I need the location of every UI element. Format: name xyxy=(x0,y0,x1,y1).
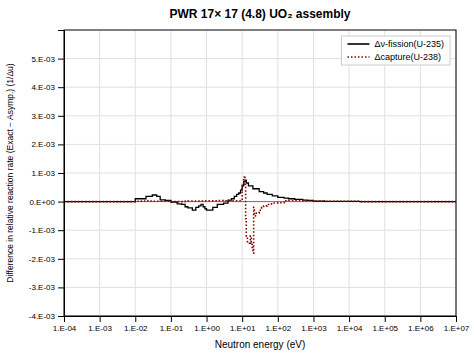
tick-mark xyxy=(58,287,64,288)
tick-label: 2.E-03 xyxy=(31,140,55,149)
tick-label: 1.E+06 xyxy=(408,324,434,333)
legend-entry: Δν-fission(U-235) xyxy=(347,39,444,49)
tick: 5.E-03 xyxy=(31,55,64,64)
tick: 1.E+04 xyxy=(337,316,363,333)
tick: 2.E-03 xyxy=(31,140,64,149)
tick: -1.E-03 xyxy=(29,226,64,235)
chart-title: PWR 17× 17 (4.8) UO₂ assembly xyxy=(169,7,350,21)
tick-label: 3.E-03 xyxy=(31,112,55,121)
tick: 1.E+02 xyxy=(266,316,292,333)
grid-line-y xyxy=(64,230,456,231)
tick: 1.E+01 xyxy=(230,316,256,333)
tick-mark xyxy=(58,259,64,260)
tick: 1.E-03 xyxy=(31,169,64,178)
tick: 1.E-02 xyxy=(124,316,148,333)
tick-label: 0.E+00 xyxy=(29,198,55,207)
tick-label: 1.E+07 xyxy=(444,324,470,333)
tick: 1.E+00 xyxy=(194,316,220,333)
tick: 3.E-03 xyxy=(31,112,64,121)
plot-frame xyxy=(64,30,456,316)
grid-line-y xyxy=(64,258,456,259)
tick-label: 1.E-03 xyxy=(88,324,112,333)
tick-label: -3.E-03 xyxy=(29,283,56,292)
tick-label: -1.E-03 xyxy=(29,226,56,235)
grid-line-y xyxy=(64,115,456,116)
tick: 1.E+03 xyxy=(301,316,327,333)
tick-label: 1.E+00 xyxy=(194,324,220,333)
tick-mark xyxy=(207,316,208,322)
tick-mark xyxy=(58,316,64,317)
tick-mark xyxy=(58,59,64,60)
tick-mark xyxy=(58,230,64,231)
y-axis: -4.E-03 -3.E-03 -2.E-03 -1.E-03 0.E+00 1.E-03… xyxy=(29,31,65,322)
tick: -2.E-03 xyxy=(29,255,64,264)
legend-swatch xyxy=(347,56,369,58)
plot-area: 1.E-04 1.E-03 1.E-02 1.E-01 1.E+00 1.E+01 1.E+… xyxy=(5,30,470,350)
tick-mark xyxy=(242,316,243,322)
tick-label: 1.E-01 xyxy=(160,324,184,333)
tick-mark xyxy=(420,316,421,322)
tick: 1.E+06 xyxy=(408,316,434,333)
legend-label: Δν-fission(U-235) xyxy=(374,39,444,49)
tick-label: 1.E-02 xyxy=(124,324,148,333)
y-axis-title: Difference in relative reaction rate (Ex… xyxy=(5,63,15,282)
series-line xyxy=(64,176,456,253)
tick: 1.E-01 xyxy=(160,316,184,333)
tick: -4.E-03 xyxy=(29,312,64,321)
tick-label: 1.E+02 xyxy=(266,324,292,333)
tick-label: 1.E+05 xyxy=(372,324,398,333)
tick-mark xyxy=(349,316,350,322)
tick-label: 1.E+04 xyxy=(337,324,363,333)
tick: 0.E+00 xyxy=(29,198,64,207)
chart-svg: 1.E-04 1.E-03 1.E-02 1.E-01 1.E+00 1.E+01 1.E+… xyxy=(0,0,474,354)
tick-label: 1.E-04 xyxy=(53,324,77,333)
grid-line-y xyxy=(64,87,456,88)
tick-mark xyxy=(135,316,136,322)
legend: Δν-fission(U-235) Δcapture(U-238) xyxy=(341,36,450,65)
legend-swatch xyxy=(347,43,369,45)
series-line xyxy=(64,180,456,210)
tick: 1.E-04 xyxy=(53,316,77,333)
tick-mark xyxy=(171,316,172,322)
tick-mark xyxy=(313,316,314,322)
tick-mark xyxy=(58,87,64,88)
tick: 1.E-03 xyxy=(88,316,112,333)
tick-label: -2.E-03 xyxy=(29,255,56,264)
tick-mark xyxy=(278,316,279,322)
tick: 1.E+07 xyxy=(444,316,470,333)
tick-mark xyxy=(58,173,64,174)
tick-mark xyxy=(58,144,64,145)
tick-mark xyxy=(58,202,64,203)
tick-mark xyxy=(456,316,457,322)
tick-mark xyxy=(58,116,64,117)
grid-line-y xyxy=(64,287,456,288)
x-axis: 1.E-04 1.E-03 1.E-02 1.E-01 1.E+00 1.E+01 1.E+… xyxy=(53,316,470,333)
tick-label: -4.E-03 xyxy=(29,312,56,321)
tick: -3.E-03 xyxy=(29,283,64,292)
tick: 4.E-03 xyxy=(31,83,64,92)
axis-domain xyxy=(58,31,65,317)
legend-entry: Δcapture(U-238) xyxy=(347,52,441,62)
x-axis-title: Neutron energy (eV) xyxy=(215,339,306,350)
tick-label: 4.E-03 xyxy=(31,83,55,92)
axis-domain xyxy=(65,317,457,323)
tick-mark xyxy=(385,316,386,322)
grid xyxy=(64,30,456,316)
tick-label: 1.E+03 xyxy=(301,324,327,333)
tick-mark xyxy=(100,316,101,322)
tick: 1.E+05 xyxy=(372,316,398,333)
legend-background xyxy=(341,36,450,65)
tick-label: 1.E+01 xyxy=(230,324,256,333)
tick-label: 1.E-03 xyxy=(31,169,55,178)
grid-line-y xyxy=(64,173,456,174)
marks xyxy=(64,176,456,253)
grid-line-y xyxy=(64,144,456,145)
legend-label: Δcapture(U-238) xyxy=(374,52,441,62)
tick-label: 5.E-03 xyxy=(31,55,55,64)
